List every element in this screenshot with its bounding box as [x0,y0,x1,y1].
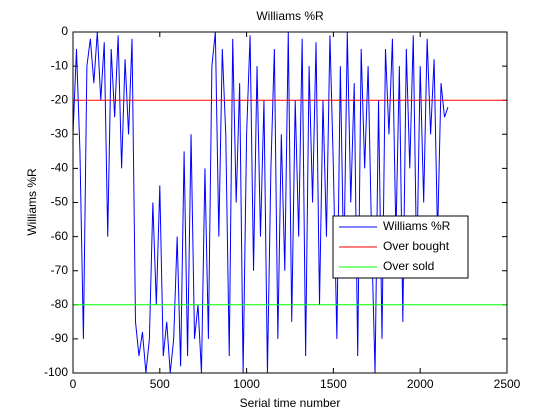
y-tick-label: -30 [51,126,69,140]
y-tick-label: -40 [51,161,69,175]
y-tick-label: -20 [51,92,69,106]
y-tick-label: 0 [61,24,68,38]
legend-label: Williams %R [383,219,451,233]
x-tick-label: 500 [150,377,170,391]
y-tick-label: -100 [44,365,68,379]
legend-label: Over bought [383,239,450,253]
x-tick-label: 0 [70,377,77,391]
plot-frame [72,31,508,374]
legend-label: Over sold [383,259,434,273]
x-tick-label: 1000 [233,377,260,391]
y-tick-label: -10 [51,58,69,72]
y-tick-label: -60 [51,229,69,243]
y-tick-label: -50 [51,195,69,209]
chart-title: Williams %R [256,9,324,23]
y-tick-label: -80 [51,297,69,311]
x-tick-label: 2500 [494,377,521,391]
y-axis-label: Williams %R [25,168,39,236]
series-line [72,31,449,374]
x-tick-label: 2000 [407,377,434,391]
x-axis-label: Serial time number [240,396,341,410]
x-tick-label: 1500 [320,377,347,391]
y-tick-label: -90 [51,331,69,345]
y-tick-label: -70 [51,263,69,277]
